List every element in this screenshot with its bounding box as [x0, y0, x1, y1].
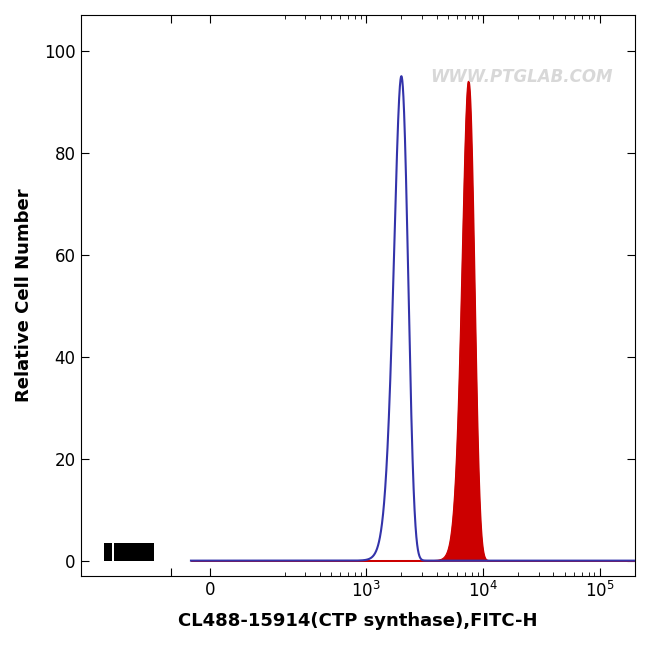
Bar — [114, 543, 125, 561]
Y-axis label: Relative Cell Number: Relative Cell Number — [15, 188, 33, 402]
Bar — [104, 543, 112, 561]
Bar — [136, 543, 155, 561]
Text: WWW.PTGLAB.COM: WWW.PTGLAB.COM — [430, 68, 612, 86]
X-axis label: CL488-15914(CTP synthase),FITC-H: CL488-15914(CTP synthase),FITC-H — [178, 612, 538, 630]
Bar — [125, 543, 139, 561]
